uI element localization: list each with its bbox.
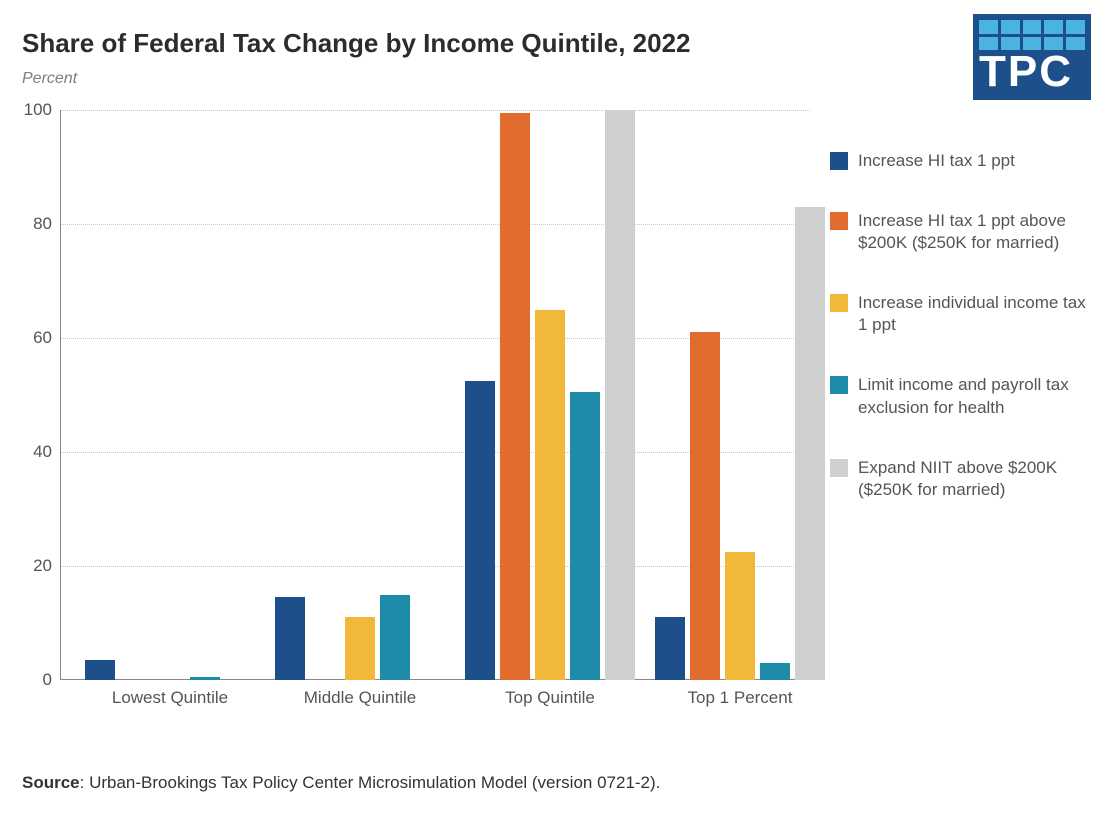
y-tick-label: 40 <box>12 442 52 462</box>
source-note: Source: Urban-Brookings Tax Policy Cente… <box>22 773 660 793</box>
legend-item: Increase individual income tax 1 ppt <box>830 292 1090 336</box>
bar <box>190 677 220 680</box>
bar <box>760 663 790 680</box>
bar <box>725 552 755 680</box>
legend-swatch <box>830 294 848 312</box>
bar <box>345 617 375 680</box>
bar <box>275 597 305 680</box>
x-tick-label: Top 1 Percent <box>650 688 830 708</box>
y-tick-label: 0 <box>12 670 52 690</box>
legend-item: Limit income and payroll tax exclusion f… <box>830 374 1090 418</box>
bar <box>690 332 720 680</box>
legend-item: Increase HI tax 1 ppt above $200K ($250K… <box>830 210 1090 254</box>
chart-legend: Increase HI tax 1 ppt Increase HI tax 1 p… <box>830 150 1090 539</box>
source-label: Source <box>22 773 80 792</box>
x-tick-label: Middle Quintile <box>270 688 450 708</box>
legend-swatch <box>830 376 848 394</box>
x-tick-label: Top Quintile <box>460 688 640 708</box>
x-tick-label: Lowest Quintile <box>80 688 260 708</box>
legend-item: Increase HI tax 1 ppt <box>830 150 1090 172</box>
chart-title: Share of Federal Tax Change by Income Qu… <box>22 28 691 59</box>
bar <box>655 617 685 680</box>
legend-swatch <box>830 152 848 170</box>
legend-item: Expand NIIT above $200K ($250K for marri… <box>830 457 1090 501</box>
logo-text: TPC <box>979 50 1085 94</box>
chart-plot-area: 020406080100Lowest QuintileMiddle Quinti… <box>60 110 810 680</box>
bar <box>605 110 635 680</box>
legend-swatch <box>830 459 848 477</box>
y-tick-label: 60 <box>12 328 52 348</box>
legend-label: Expand NIIT above $200K ($250K for marri… <box>858 457 1090 501</box>
bar <box>535 310 565 681</box>
bar <box>500 113 530 680</box>
legend-label: Increase individual income tax 1 ppt <box>858 292 1090 336</box>
bar <box>570 392 600 680</box>
legend-label: Increase HI tax 1 ppt above $200K ($250K… <box>858 210 1090 254</box>
bar <box>85 660 115 680</box>
y-tick-label: 100 <box>12 100 52 120</box>
tpc-logo: TPC <box>973 14 1091 100</box>
legend-swatch <box>830 212 848 230</box>
grid-line <box>60 110 810 111</box>
y-tick-label: 80 <box>12 214 52 234</box>
y-tick-label: 20 <box>12 556 52 576</box>
logo-grid <box>979 20 1085 50</box>
legend-label: Increase HI tax 1 ppt <box>858 150 1015 172</box>
bar <box>465 381 495 680</box>
bar <box>795 207 825 680</box>
grid-line <box>60 224 810 225</box>
bar <box>380 595 410 681</box>
y-axis <box>60 110 61 680</box>
source-text: : Urban-Brookings Tax Policy Center Micr… <box>80 773 661 792</box>
legend-label: Limit income and payroll tax exclusion f… <box>858 374 1090 418</box>
chart-subtitle: Percent <box>22 70 77 88</box>
